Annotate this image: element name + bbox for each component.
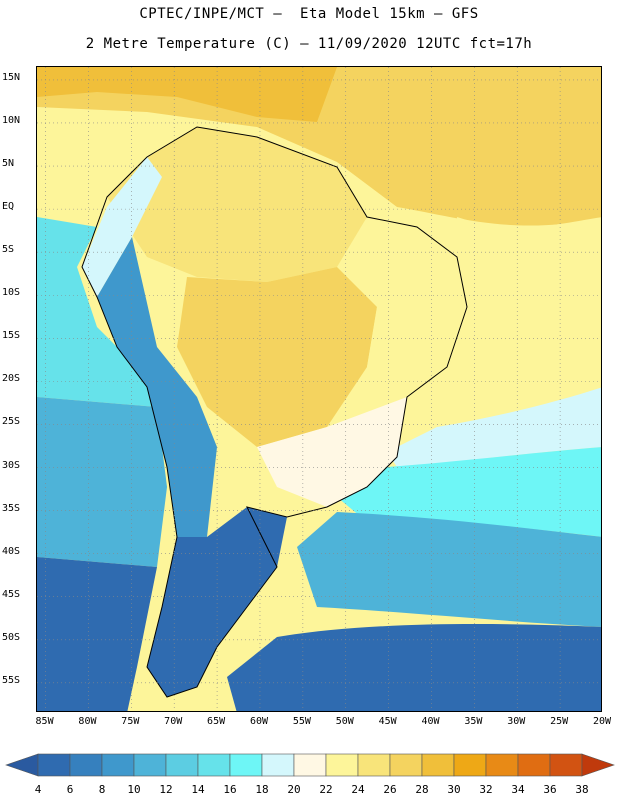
longitude-label: 70W [164,716,183,727]
latitude-label: 10N [2,114,21,126]
colorbar-low-arrow [5,753,39,777]
colorbar-swatch [293,753,327,777]
region-andes-central [97,237,217,537]
map-frame[interactable] [36,66,602,712]
region-caribbean [37,67,337,122]
latitude-label: 45S [2,588,21,600]
longitude-label: 55W [292,716,311,727]
latitude-label: 20S [2,373,21,385]
longitude-label: 80W [78,716,97,727]
color-scale-bar [5,753,615,777]
temperature-map[interactable] [37,67,602,712]
longitude-label: 85W [35,716,54,727]
coastline [81,126,468,698]
longitude-label: 25W [550,716,569,727]
colorbar-swatch [197,753,231,777]
colorbar-swatch [101,753,135,777]
colorbar-label: 14 [191,783,205,796]
latitude-label: 5S [2,244,15,256]
region-atlantic-south [297,512,601,627]
region-brazil-center [177,267,377,447]
colorbar-swatch [421,753,455,777]
colorbar-label: 4 [34,783,42,796]
latitude-label: 5N [2,158,15,170]
colorbar-label: 38 [575,783,589,796]
region-amazon [107,127,367,282]
latitude-label: 55S [2,674,21,686]
region-pacific-deep-south [37,557,157,711]
longitude-label: 45W [378,716,397,727]
longitude-label: 30W [507,716,526,727]
longitude-label: 60W [249,716,268,727]
colorbar-swatch [133,753,167,777]
map-title: CPTEC/INPE/MCT – Eta Model 15km – GFS [139,6,479,22]
colorbar-swatch [453,753,487,777]
colorbar-swatch [549,753,583,777]
colorbar-label: 22 [319,783,333,796]
latitude-label: 10S [2,287,21,299]
colorbar-label: 12 [159,783,173,796]
longitude-label: 20W [592,716,612,727]
latitude-label: 30S [2,459,21,471]
colorbar-label: 10 [127,783,141,796]
region-atlantic-deep-south [227,624,601,711]
colorbar-swatch [69,753,103,777]
colorbar-label: 26 [383,783,397,796]
latitude-label: 40S [2,545,21,557]
colorbar-label: 24 [351,783,365,796]
colorbar-swatch [389,753,423,777]
longitude-label: 50W [335,716,354,727]
colorbar-label: 32 [479,783,493,796]
colorbar-swatch [325,753,359,777]
colorbar-label: 28 [415,783,429,796]
region-pacific-south [37,397,167,567]
colorbar-swatch [165,753,199,777]
colorbar-label: 30 [447,783,461,796]
colorbar-high-arrow [581,753,615,777]
longitude-label: 65W [207,716,226,727]
latitude-label: 15N [2,71,21,83]
colorbar-swatch [229,753,263,777]
colorbar-label: 16 [223,783,237,796]
colorbar-label: 34 [511,783,525,796]
colorbar-swatch [261,753,295,777]
colorbar-label: 36 [543,783,557,796]
colorbar-swatch [37,753,71,777]
region-brazil-northeast [367,217,467,397]
longitude-label: 35W [464,716,483,727]
latitude-label: 15S [2,330,21,342]
latitude-label: 35S [2,502,21,514]
colorbar-swatch [517,753,551,777]
longitude-label: 75W [121,716,140,727]
latitude-label: 25S [2,416,21,428]
region-atlantic-north [37,67,601,226]
region-atlantic-temperate [337,447,601,537]
latitude-label: EQ [2,201,15,213]
map-subtitle: 2 Metre Temperature (C) – 11/09/2020 12U… [85,36,533,52]
longitude-label: 40W [421,716,440,727]
colorbar-label: 20 [287,783,301,796]
colorbar-label: 18 [255,783,269,796]
region-patagonia [147,507,287,697]
region-andes-north [82,157,162,297]
colorbar-swatch [485,753,519,777]
colorbar-label: 6 [66,783,74,796]
colorbar-label: 8 [98,783,106,796]
region-atlantic-subtropical [387,387,601,467]
latitude-label: 50S [2,631,21,643]
colorbar-swatch [357,753,391,777]
